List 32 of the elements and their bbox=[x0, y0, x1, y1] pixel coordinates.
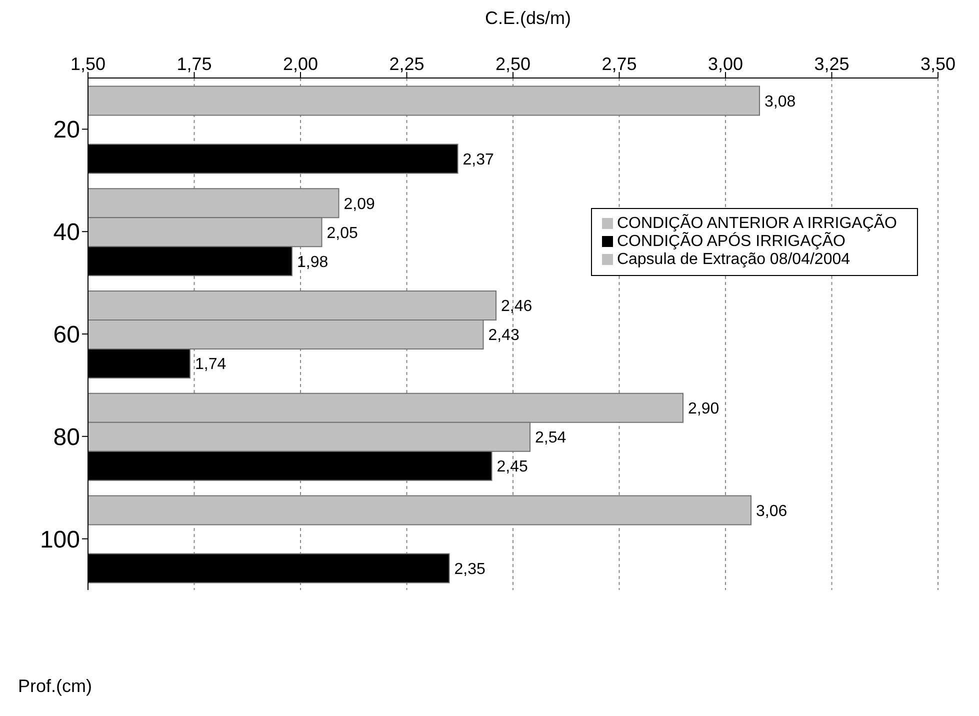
legend-label: CONDIÇÃO APÓS IRRIGAÇÃO bbox=[616, 233, 846, 250]
y-axis-title: Prof.(cm) bbox=[18, 676, 92, 697]
data-label: 2,37 bbox=[462, 151, 494, 168]
x-axis-title: C.E.(ds/m) bbox=[484, 8, 572, 29]
x-tick-label: 3,50 bbox=[920, 54, 956, 74]
x-tick-label: 1,75 bbox=[176, 54, 212, 74]
data-label: 2,90 bbox=[688, 400, 720, 418]
x-tick-label: 3,00 bbox=[708, 54, 744, 74]
y-tick-label: 60 bbox=[53, 322, 80, 349]
data-label: 1,98 bbox=[297, 254, 328, 271]
y-tick-label: 20 bbox=[53, 116, 80, 144]
data-label: 2,09 bbox=[344, 196, 375, 213]
legend-label: CONDIÇÃO ANTERIOR A IRRIGAÇÃO bbox=[616, 215, 897, 232]
x-tick-label: 2,50 bbox=[495, 54, 531, 74]
x-tick-label: 3,25 bbox=[814, 54, 850, 74]
y-tick-label: 100 bbox=[40, 526, 80, 554]
data-label: 2,05 bbox=[326, 224, 358, 242]
x-tick-label: 2,75 bbox=[602, 54, 637, 74]
data-label: 2,46 bbox=[501, 298, 532, 316]
data-label: 2,43 bbox=[488, 327, 520, 344]
data-label: 2,45 bbox=[496, 458, 528, 476]
x-tick-label: 2,25 bbox=[389, 54, 424, 74]
data-label: 1,74 bbox=[195, 356, 226, 374]
data-label: 3,08 bbox=[764, 93, 796, 110]
data-label: 3,06 bbox=[756, 502, 788, 520]
y-tick-label: 80 bbox=[53, 424, 80, 451]
x-tick-label: 1,50 bbox=[70, 54, 106, 74]
x-tick-label: 2,00 bbox=[282, 54, 318, 74]
legend-label: Capsula de Extração 08/04/2004 bbox=[616, 251, 850, 268]
data-label: 2,35 bbox=[454, 560, 486, 578]
data-label: 2,54 bbox=[535, 430, 566, 447]
y-tick-label: 40 bbox=[53, 219, 80, 246]
